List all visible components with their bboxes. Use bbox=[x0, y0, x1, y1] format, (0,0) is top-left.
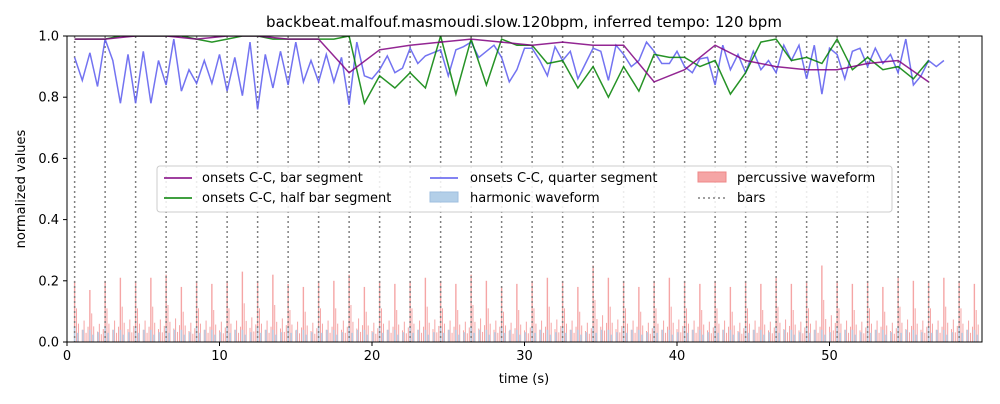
x-tick-label: 10 bbox=[211, 349, 228, 364]
y-tick-label: 0.0 bbox=[38, 336, 59, 351]
legend-swatch-harmonic bbox=[429, 191, 459, 203]
chart-title: backbeat.malfouf.masmoudi.slow.120bpm, i… bbox=[266, 13, 782, 31]
x-tick-label: 50 bbox=[821, 349, 838, 364]
y-axis-label: normalized values bbox=[14, 129, 29, 248]
series-line-bar bbox=[74, 36, 930, 83]
bar-lines bbox=[73, 36, 960, 342]
plot-area bbox=[73, 36, 982, 342]
x-axis-label: time (s) bbox=[499, 372, 549, 387]
series-line-quarter bbox=[73, 38, 945, 110]
legend-label-bar: onsets C-C, bar segment bbox=[202, 171, 363, 186]
y-tick-label: 0.8 bbox=[38, 91, 59, 106]
legend-label-bars: bars bbox=[737, 191, 766, 206]
x-tick-label: 0 bbox=[63, 349, 71, 364]
x-tick-label: 40 bbox=[669, 349, 686, 364]
y-tick-label: 0.2 bbox=[38, 274, 59, 289]
legend-label-quarter: onsets C-C, quarter segment bbox=[470, 171, 657, 186]
x-axis: 0 10 20 30 40 50 bbox=[63, 342, 838, 364]
y-tick-label: 0.4 bbox=[38, 213, 59, 228]
y-tick-label: 1.0 bbox=[38, 30, 59, 45]
y-tick-label: 0.6 bbox=[38, 152, 59, 167]
legend-label-half-bar: onsets C-C, half bar segment bbox=[202, 191, 391, 206]
x-tick-label: 30 bbox=[516, 349, 533, 364]
harmonic-waveform bbox=[73, 326, 982, 342]
legend-label-harmonic: harmonic waveform bbox=[470, 191, 600, 206]
x-tick-label: 20 bbox=[364, 349, 381, 364]
series-line-half-bar bbox=[74, 36, 930, 106]
y-axis: 0.0 0.2 0.4 0.6 0.8 1.0 bbox=[38, 30, 67, 351]
legend-swatch-percussive bbox=[697, 171, 727, 183]
legend: onsets C-C, bar segment onsets C-C, half… bbox=[156, 165, 893, 213]
legend-label-percussive: percussive waveform bbox=[737, 171, 875, 186]
